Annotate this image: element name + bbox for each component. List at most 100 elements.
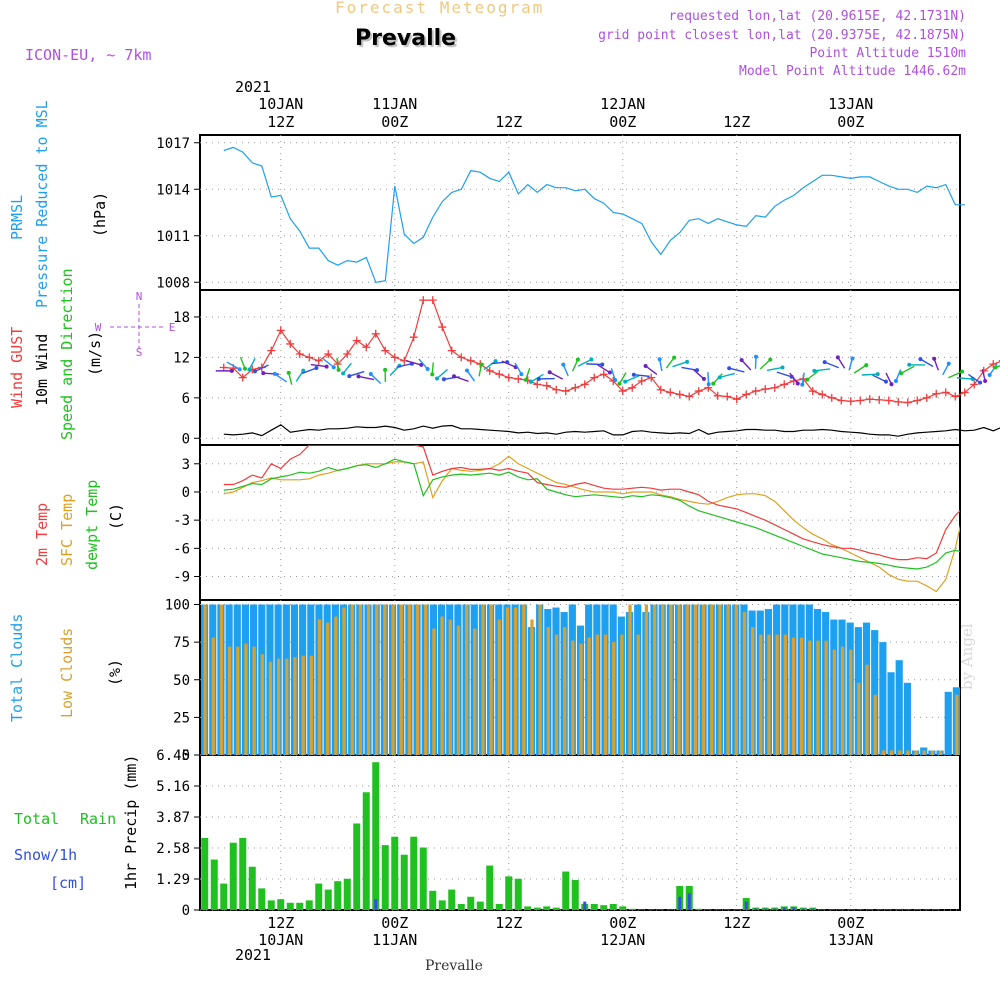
total-cloud-bar: [887, 672, 895, 755]
wind-arrow-head: [617, 381, 622, 386]
gust-line-marker: [761, 385, 770, 394]
wind-arrow-head: [993, 365, 998, 370]
low-cloud-bar: [603, 634, 608, 755]
wind-direction-arrow: [665, 357, 675, 369]
wind-frame: [199, 289, 961, 446]
low-cloud-bar: [244, 643, 248, 755]
wind-direction-arrow: [806, 370, 819, 381]
precip-bar: [609, 903, 617, 910]
pressure-unit: (hPa): [91, 192, 109, 237]
low-cloud-bar: [906, 750, 910, 755]
wind-arrow-head: [875, 372, 880, 377]
temp-unit: (C): [107, 503, 125, 530]
gust-line-marker: [732, 395, 741, 404]
wind-direction-arrow: [436, 368, 448, 380]
low-clouds-ylabel: Low Clouds: [58, 628, 76, 718]
gust-line: [223, 299, 1000, 404]
wind-arrow-head: [889, 382, 894, 387]
low-cloud-bar: [334, 616, 338, 755]
snow-bar: [754, 908, 758, 910]
wind-arrow-head: [822, 360, 827, 365]
low-cloud-bar: [571, 640, 575, 755]
top-date-label: 11JAN: [372, 95, 417, 113]
snow-bar: [773, 908, 777, 910]
low-cloud-bar: [881, 750, 885, 755]
bottom-hour-label: 00Z: [837, 914, 864, 932]
low-cloud-bar: [824, 640, 828, 755]
wind-direction-arrow: [586, 363, 603, 366]
gust-line-marker: [428, 296, 437, 305]
wind-arrow-head: [589, 357, 594, 362]
precip-bar: [486, 865, 494, 910]
footer-station: Prevalle: [425, 958, 483, 974]
wind-arrow-head: [435, 376, 440, 381]
wind-arrow-head: [451, 374, 456, 379]
bottom-date-label: 12JAN: [600, 931, 645, 949]
precip-bar: [628, 908, 636, 910]
wind-arrow-head: [727, 366, 732, 371]
temp-2m-line: [223, 445, 960, 561]
gust-line-marker: [989, 360, 998, 369]
wind-arrow-head: [978, 380, 983, 385]
sfc-temp-line: [223, 455, 960, 593]
low-cloud-bar: [701, 604, 706, 755]
precip-bar: [353, 823, 361, 910]
wind-direction-arrow: [776, 371, 792, 378]
gust-line-marker: [599, 370, 608, 379]
low-cloud-bar: [865, 664, 869, 755]
snow-label: Snow/1h: [14, 846, 77, 864]
wind-direction-arrow: [995, 365, 1000, 369]
wind-arrow-head: [717, 375, 722, 380]
gust-line-marker: [751, 387, 760, 396]
precip-bar: [324, 889, 332, 910]
gust-line-marker: [409, 333, 418, 342]
precip-panel: 0 1.29 2.58 3.87 5.16 6.45: [156, 748, 961, 919]
y-tick-label: -9: [173, 570, 190, 586]
precip-bar: [239, 837, 247, 910]
snow-bar: [782, 907, 786, 910]
low-cloud-bar: [644, 604, 649, 755]
precip-bar: [400, 854, 408, 910]
gust-line-marker: [951, 392, 960, 401]
low-cloud-bar: [808, 640, 812, 755]
y-tick-label: 0: [182, 748, 190, 764]
gust-line-marker: [466, 356, 475, 365]
bottom-hour-label: 00Z: [381, 914, 408, 932]
precip-bar: [467, 896, 475, 910]
gust-line-marker: [438, 323, 447, 332]
gust-line-marker: [485, 366, 494, 375]
gust-line-marker: [495, 370, 504, 379]
snow-bar: [374, 899, 378, 910]
wind-direction-arrow: [814, 368, 831, 372]
wind-panel: 0 6 12 18: [173, 289, 961, 447]
low-cloud-bar: [268, 661, 273, 755]
snow-bar: [583, 901, 587, 910]
direction-ylabel: Speed and Direction: [58, 268, 76, 440]
low-cloud-bar: [620, 634, 624, 755]
wind-arrow-head: [272, 371, 277, 376]
precip-bar: [438, 900, 446, 910]
gust-line-marker: [238, 373, 247, 382]
low-cloud-bar: [505, 607, 510, 755]
gust-line-marker: [324, 350, 333, 359]
gust-ylabel: Wind GUST: [8, 327, 26, 408]
wind-direction-arrow: [933, 358, 939, 371]
wind-direction-arrow: [466, 370, 476, 382]
compass-e: E: [169, 321, 176, 334]
pressure-panel: 1008 1011 1014 1017: [156, 134, 961, 291]
low-cloud-bar: [898, 750, 902, 755]
precip-bar: [201, 837, 209, 910]
wind-speed-line: [223, 424, 1000, 437]
low-cloud-bar: [677, 604, 681, 755]
low-cloud-bar: [350, 604, 354, 755]
precip-bar: [448, 889, 456, 910]
low-cloud-bar: [538, 604, 542, 755]
snow-bar: [744, 901, 748, 910]
low-cloud-bar: [759, 634, 763, 755]
gust-line-marker: [913, 396, 922, 405]
gust-line-marker: [561, 387, 570, 396]
wind-direction-arrow: [577, 358, 592, 367]
wind-direction-arrow: [681, 366, 698, 371]
precip-bar: [543, 906, 551, 910]
